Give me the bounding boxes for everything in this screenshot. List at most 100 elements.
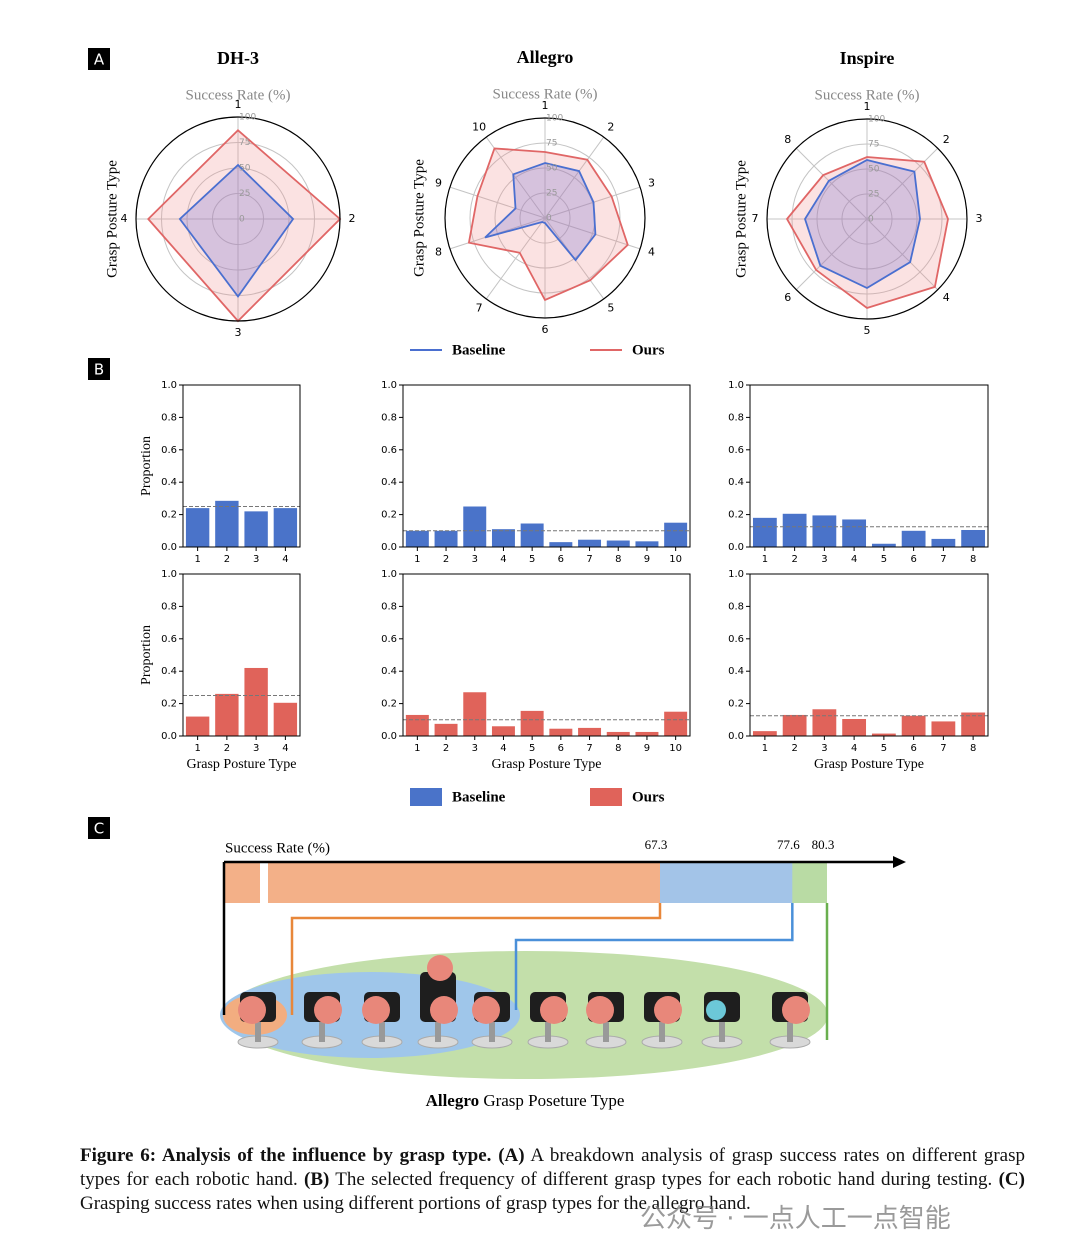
x-tick-label: 4 (282, 743, 288, 754)
y-tick-label: 0.6 (161, 634, 177, 645)
category-label: 2 (943, 133, 950, 146)
caption-text: A breakdown analysis of grasp success ra… (80, 1145, 1025, 1190)
x-tick-label: 10 (669, 554, 682, 565)
radar-polygon (804, 159, 921, 290)
x-tick-label: 1 (414, 743, 420, 754)
caption-label: (B) (304, 1169, 330, 1190)
bar (901, 530, 926, 547)
x-tick-label: 7 (940, 743, 946, 754)
spoke (866, 147, 939, 220)
y-tick-label: 0.4 (728, 666, 744, 677)
spoke (485, 217, 546, 300)
x-tick-label: 1 (414, 554, 420, 565)
radial-tick-label: 75 (546, 139, 557, 149)
watermark: 公众号 · 一点人工一点智能 (640, 1204, 951, 1234)
axis-break (260, 860, 268, 906)
legend-label: Baseline (452, 789, 506, 805)
radial-tick-label: 100 (868, 115, 885, 125)
legend-label: Baseline (452, 342, 506, 358)
bar (405, 530, 429, 547)
radial-tick-label: 25 (868, 190, 879, 200)
hand-object (314, 996, 342, 1024)
category-label: 8 (435, 246, 442, 259)
category-label: 3 (976, 212, 983, 225)
y-axis-label: Grasp Posture Type (411, 159, 427, 277)
radar-polygon (467, 147, 629, 302)
x-tick-label: 2 (791, 554, 797, 565)
chart-title: Inspire (840, 48, 895, 68)
category-label: 4 (121, 212, 128, 225)
y-tick-label: 0.0 (728, 542, 744, 553)
y-tick-label: 0.4 (728, 477, 744, 488)
y-tick-label: 1.0 (381, 380, 397, 391)
axes-frame (749, 384, 989, 548)
x-tick-label: 4 (500, 743, 506, 754)
legend-swatch (590, 788, 622, 806)
panel-label: A (94, 51, 105, 69)
x-tick-label: 3 (253, 554, 259, 565)
radial-tick-label: 0 (546, 214, 552, 224)
spoke (866, 218, 939, 291)
photo-label-bold: Allegro (426, 1091, 480, 1110)
y-tick-label: 0.8 (161, 601, 177, 612)
y-tick-label: 0.6 (728, 445, 744, 456)
x-tick-label: 1 (762, 554, 768, 565)
bar (491, 726, 515, 736)
y-tick-label: 0.8 (381, 601, 397, 612)
bar (606, 540, 630, 547)
value-label: 67.3 (645, 837, 668, 852)
panel-label: C (94, 820, 104, 838)
y-tick-label: 0.6 (381, 634, 397, 645)
x-axis-label: Grasp Posture Type (187, 757, 297, 772)
radial-tick-label: 25 (546, 189, 557, 199)
spoke (449, 186, 546, 219)
axes-frame (402, 573, 691, 737)
y-tick-label: 0.8 (728, 412, 744, 423)
connector (514, 903, 794, 1010)
category-label: 6 (542, 323, 549, 336)
hand-stand (255, 1020, 261, 1042)
hand-object (654, 996, 682, 1024)
hand-object (782, 996, 810, 1024)
category-label: 3 (648, 176, 655, 189)
radial-tick-label: 100 (546, 114, 563, 124)
radial-tick-label: 0 (239, 215, 245, 225)
axis-arrow (893, 856, 906, 868)
hand-stand (489, 1020, 495, 1042)
bar (635, 731, 659, 736)
success-bar (224, 863, 660, 903)
x-tick-label: 3 (821, 743, 827, 754)
x-tick-label: 2 (443, 554, 449, 565)
category-label: 10 (472, 120, 486, 133)
y-tick-label: 0.0 (381, 731, 397, 742)
x-tick-label: 6 (910, 743, 916, 754)
y-tick-label: 0.6 (161, 445, 177, 456)
bar (244, 511, 268, 547)
y-tick-label: 1.0 (381, 569, 397, 580)
x-tick-label: 2 (791, 743, 797, 754)
bar (664, 522, 688, 547)
spoke (544, 217, 641, 250)
bar (871, 733, 896, 736)
x-tick-label: 8 (615, 743, 621, 754)
caption-label: (A) (498, 1145, 525, 1166)
y-tick-label: 0.8 (381, 412, 397, 423)
photo-label-text: Grasp Poseture Type (483, 1091, 624, 1110)
x-tick-label: 4 (282, 554, 288, 565)
bar (782, 714, 807, 736)
y-tick-label: 0.6 (381, 445, 397, 456)
y-tick-label: 0.4 (381, 477, 397, 488)
radar-polygon (484, 162, 597, 262)
bar (244, 667, 268, 736)
bar (871, 543, 896, 547)
y-tick-label: 0.8 (728, 601, 744, 612)
bar (215, 693, 239, 736)
y-tick-label: 1.0 (161, 380, 177, 391)
bar (842, 519, 867, 547)
x-tick-label: 2 (224, 743, 230, 754)
axes-frame (749, 573, 989, 737)
legend-label: Ours (632, 789, 665, 805)
hand-stand (545, 1020, 551, 1042)
bar (931, 721, 956, 736)
panel-label-box (88, 817, 110, 839)
